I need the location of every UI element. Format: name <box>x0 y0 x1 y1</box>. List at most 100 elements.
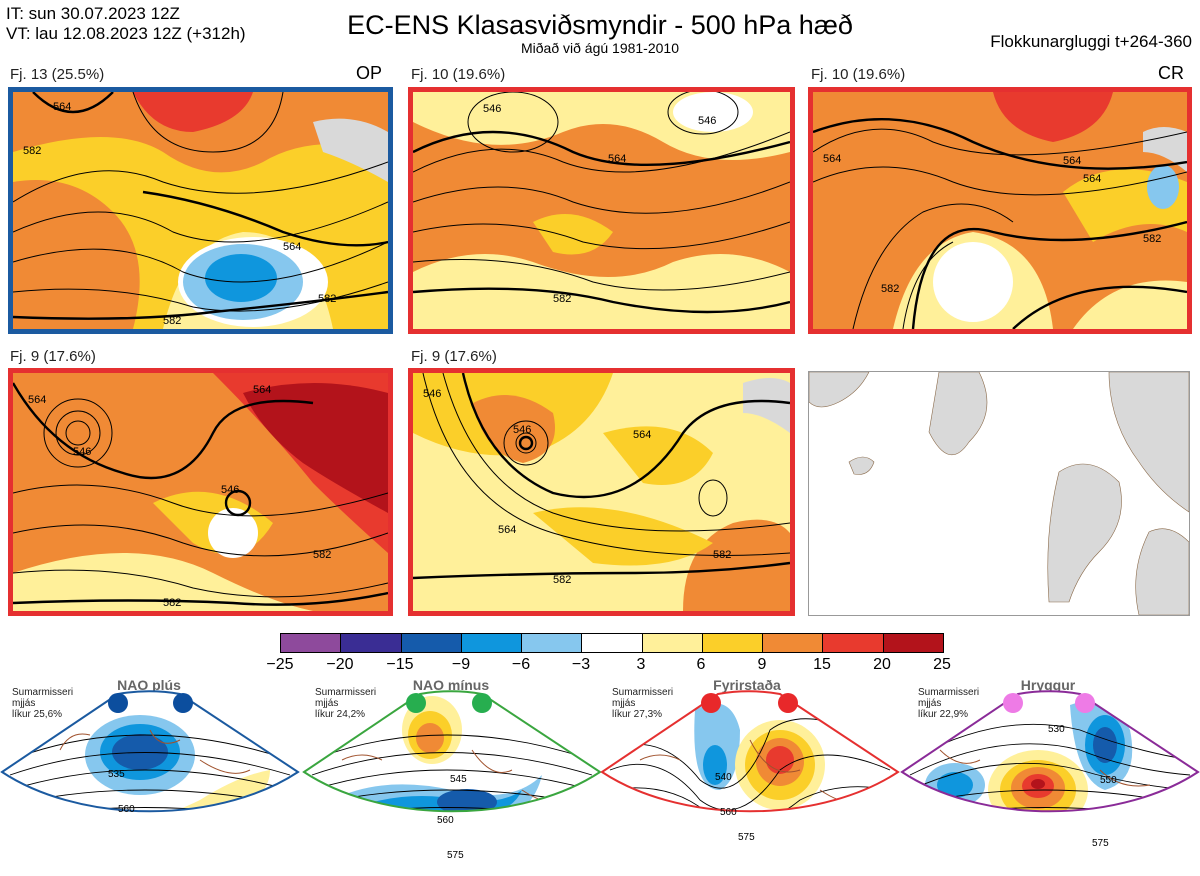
colorbar-segment <box>401 634 462 652</box>
colorbar-tick: 15 <box>813 656 831 673</box>
cluster-4-map[interactable]: 564 546 546 564 582 582 <box>8 368 393 616</box>
contour-label: 550 <box>1100 775 1117 786</box>
contour-label: 564 <box>53 101 71 113</box>
contour-label: 540 <box>715 772 732 783</box>
contour-label: 564 <box>633 429 651 441</box>
initial-time: IT: sun 30.07.2023 12Z <box>6 4 180 23</box>
colorbar-tick: −15 <box>386 656 414 673</box>
contour-label: 564 <box>253 384 271 396</box>
regime-2-dot <box>406 693 426 713</box>
contour-label: 582 <box>23 145 41 157</box>
cluster-3-label: Fj. 10 (19.6%) <box>811 66 906 83</box>
contour-label: 575 <box>447 850 464 861</box>
regime-4-info: Sumarmisseri mjjás líkur 22,9% <box>918 687 980 720</box>
regime-3-map[interactable]: 540 560 575 <box>600 690 900 876</box>
colorbar-segment <box>642 634 703 652</box>
regime-2-info: Sumarmisseri mjjás líkur 24,2% <box>315 687 377 720</box>
colorbar-tick: −6 <box>511 656 531 673</box>
contour-label: 582 <box>163 315 181 327</box>
regime-1-info: Sumarmisseri mjjás líkur 25,6% <box>12 687 74 720</box>
header-dates: IT: sun 30.07.2023 12Z VT: lau 12.08.202… <box>6 4 246 44</box>
cluster-4-label: Fj. 9 (17.6%) <box>10 348 96 365</box>
regime-1-dot <box>108 693 128 713</box>
contour-label: 582 <box>553 574 571 586</box>
regime-2-dot <box>472 693 492 713</box>
colorbar-segment <box>461 634 523 652</box>
cluster-2-map[interactable]: 546 546 564 582 <box>408 87 795 334</box>
contour-label: 560 <box>437 815 454 826</box>
contour-label: 560 <box>118 804 135 815</box>
cluster-1-map[interactable]: 564 564 582 582 582 <box>8 87 393 334</box>
contour-label: 546 <box>483 103 501 115</box>
colorbar-segment <box>522 634 583 652</box>
contour-label: 582 <box>313 549 331 561</box>
valid-time: VT: lau 12.08.2023 12Z (+312h) <box>6 24 246 43</box>
contour-label: 564 <box>283 241 301 253</box>
colorbar-tick: 6 <box>696 656 706 673</box>
contour-label: 546 <box>513 424 531 436</box>
contour-label: 582 <box>553 293 571 305</box>
contour-label: 564 <box>1063 155 1081 167</box>
colorbar-tick: 9 <box>757 656 767 673</box>
contour-label: 564 <box>1083 173 1101 185</box>
contour-label: 546 <box>221 484 239 496</box>
cluster-5-label: Fj. 9 (17.6%) <box>411 348 497 365</box>
contour-label: 545 <box>450 774 467 785</box>
contour-label: 546 <box>423 388 441 400</box>
colorbar-tick: 3 <box>636 656 646 673</box>
colorbar-segment <box>281 634 342 652</box>
contour-label: 564 <box>498 524 516 536</box>
colorbar-segment <box>702 634 764 652</box>
regime-3-info: Sumarmisseri mjjás líkur 27,3% <box>612 687 674 720</box>
regime-3-title: Fyrirstaða <box>713 677 781 693</box>
contour-label: 582 <box>1143 233 1161 245</box>
contour-label: 582 <box>881 283 899 295</box>
contour-label: 530 <box>1048 724 1065 735</box>
contour-label: 535 <box>108 769 125 780</box>
colorbar-tick: −20 <box>326 656 354 673</box>
regime-1-title: NAO plús <box>117 677 181 693</box>
regime-3-dot <box>778 693 798 713</box>
contour-label: 564 <box>608 153 626 165</box>
regime-4-dot <box>1075 693 1095 713</box>
contour-label: 546 <box>698 115 716 127</box>
contour-label: 582 <box>318 293 336 305</box>
colorbar-segment <box>763 634 824 652</box>
contour-label: 564 <box>28 394 46 406</box>
contour-label: 560 <box>720 807 737 818</box>
colorbar-tick: −25 <box>266 656 294 673</box>
contour-label: 582 <box>713 549 731 561</box>
contour-label: 564 <box>823 153 841 165</box>
cluster-window: Flokkunargluggi t+264-360 <box>990 32 1192 51</box>
colorbar-tick: 25 <box>933 656 951 673</box>
colorbar-tick: 20 <box>873 656 891 673</box>
regime-2-title: NAO mínus <box>412 677 490 693</box>
colorbar-segment <box>582 634 643 652</box>
regime-2-map[interactable]: 545 560 575 <box>302 690 602 876</box>
regime-3-dot <box>701 693 721 713</box>
cluster-3-map[interactable]: 564 564 582 582 564 <box>808 87 1192 334</box>
reference-map <box>808 371 1190 616</box>
colorbar-segment <box>823 634 884 652</box>
regime-4-dot <box>1003 693 1023 713</box>
regime-1-dot <box>173 693 193 713</box>
contour-label: 575 <box>1092 838 1109 849</box>
colorbar-segment <box>341 634 402 652</box>
page-title: EC-ENS Klasasviðsmyndir - 500 hPa hæð <box>347 10 853 40</box>
colorbar-segment <box>883 634 943 652</box>
cluster-2-label: Fj. 10 (19.6%) <box>411 66 506 83</box>
colorbar-tick: −9 <box>451 656 471 673</box>
contour-label: 582 <box>163 597 181 609</box>
colorbar-tick: −3 <box>571 656 591 673</box>
cluster-1-label: Fj. 13 (25.5%) <box>10 66 105 83</box>
regime-4-title: Hryggur <box>1020 677 1076 693</box>
regime-1-map[interactable]: 535 560 <box>0 690 300 876</box>
cluster-5-map[interactable]: 546 546 564 564 582 582 <box>408 368 795 616</box>
cluster-1-tag: OP <box>356 63 383 83</box>
colorbar <box>280 633 944 653</box>
cluster-3-tag: CR <box>1158 63 1184 83</box>
page-subtitle: Miðað við ágú 1981-2010 <box>520 40 679 56</box>
contour-label: 546 <box>73 446 91 458</box>
regime-4-map[interactable]: 530 550 575 <box>900 690 1200 876</box>
contour-label: 575 <box>738 832 755 843</box>
